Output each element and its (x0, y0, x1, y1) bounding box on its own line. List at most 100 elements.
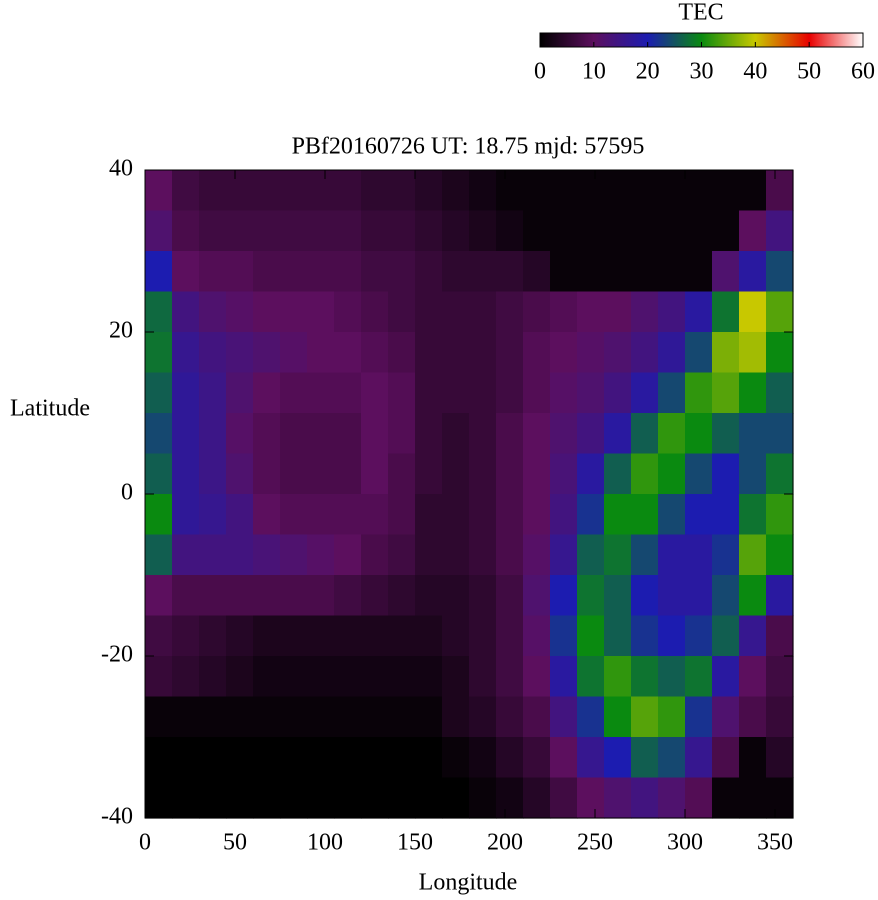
heatmap-cell (685, 656, 713, 698)
heatmap-cell (766, 494, 794, 536)
heatmap-cell (685, 696, 713, 738)
heatmap-cell (199, 291, 227, 333)
heatmap-cell (442, 453, 470, 495)
heatmap-cell (469, 534, 497, 576)
heatmap-cell (631, 696, 659, 738)
heatmap-cell (631, 575, 659, 617)
heatmap-cell (712, 453, 740, 495)
heatmap-cell (496, 777, 524, 819)
heatmap-cell (496, 656, 524, 698)
heatmap-cell (739, 534, 767, 576)
heatmap-cell (712, 332, 740, 374)
heatmap-cell (712, 372, 740, 414)
heatmap-cell (496, 372, 524, 414)
heatmap-cell (658, 210, 686, 252)
heatmap-cell (307, 656, 335, 698)
heatmap-cell (685, 210, 713, 252)
heatmap-cell (766, 453, 794, 495)
colorbar-tick-label: 60 (851, 59, 875, 85)
heatmap-cell (766, 251, 794, 293)
heatmap-cell (280, 575, 308, 617)
heatmap-cell (145, 210, 173, 252)
heatmap-cell (739, 656, 767, 698)
x-tick-label: 150 (397, 830, 433, 856)
heatmap-cell (388, 575, 416, 617)
heatmap-cell (253, 494, 281, 536)
heatmap-cell (712, 494, 740, 536)
heatmap-cell (388, 413, 416, 455)
y-tick-label: -20 (101, 642, 133, 668)
heatmap-cell (172, 494, 200, 536)
heatmap-cell (631, 251, 659, 293)
heatmap-cell (658, 656, 686, 698)
heatmap-cell (172, 615, 200, 657)
heatmap-cell (334, 575, 362, 617)
y-tick-label: -40 (101, 804, 133, 830)
heatmap-cell (415, 656, 443, 698)
heatmap-cell (712, 291, 740, 333)
x-tick-label: 200 (487, 830, 523, 856)
heatmap-cell (766, 777, 794, 819)
heatmap-cell (739, 777, 767, 819)
heatmap-cell (145, 170, 173, 212)
heatmap-cell (766, 737, 794, 779)
heatmap-cell (577, 656, 605, 698)
heatmap-cell (172, 575, 200, 617)
heatmap-cell (739, 453, 767, 495)
heatmap-cell (496, 575, 524, 617)
heatmap-cell (685, 494, 713, 536)
heatmap-cell (631, 494, 659, 536)
heatmap-cell (685, 534, 713, 576)
heatmap-cell (604, 737, 632, 779)
heatmap-cell (226, 494, 254, 536)
heatmap-cell (280, 291, 308, 333)
heatmap-cell (280, 372, 308, 414)
heatmap-cell (523, 210, 551, 252)
heatmap-cell (469, 575, 497, 617)
heatmap-cell (226, 737, 254, 779)
heatmap-cell (415, 332, 443, 374)
heatmap-cell (685, 170, 713, 212)
heatmap-cell (631, 453, 659, 495)
heatmap-cell (685, 291, 713, 333)
heatmap-cell (280, 251, 308, 293)
heatmap-cell (550, 210, 578, 252)
heatmap-cell (253, 170, 281, 212)
heatmap-cell (550, 696, 578, 738)
heatmap-cell (604, 413, 632, 455)
heatmap-cell (415, 291, 443, 333)
heatmap-cell (712, 615, 740, 657)
heatmap-cell (199, 656, 227, 698)
heatmap-cell (496, 251, 524, 293)
heatmap-cell (550, 170, 578, 212)
heatmap-cell (631, 291, 659, 333)
heatmap-cell (739, 372, 767, 414)
heatmap-cell (631, 615, 659, 657)
heatmap-cell (388, 777, 416, 819)
heatmap-cell (145, 615, 173, 657)
heatmap-cell (550, 453, 578, 495)
heatmap-cell (145, 332, 173, 374)
heatmap-cell (442, 170, 470, 212)
heatmap-cell (253, 696, 281, 738)
heatmap-cell (280, 656, 308, 698)
heatmap-cell (388, 615, 416, 657)
heatmap-cell (766, 413, 794, 455)
heatmap-cell (334, 656, 362, 698)
heatmap-cell (415, 494, 443, 536)
heatmap-cell (604, 210, 632, 252)
heatmap-cell (145, 737, 173, 779)
heatmap-cell (334, 413, 362, 455)
heatmap-cell (388, 251, 416, 293)
x-tick-label: 50 (223, 830, 247, 856)
heatmap-cell (442, 291, 470, 333)
heatmap-cell (415, 777, 443, 819)
heatmap-cell (766, 615, 794, 657)
heatmap-cell (334, 210, 362, 252)
colorbar-tick-label: 0 (534, 59, 546, 85)
heatmap-cell (469, 413, 497, 455)
heatmap-cell (766, 534, 794, 576)
heatmap-cell (523, 615, 551, 657)
heatmap-cell (685, 251, 713, 293)
